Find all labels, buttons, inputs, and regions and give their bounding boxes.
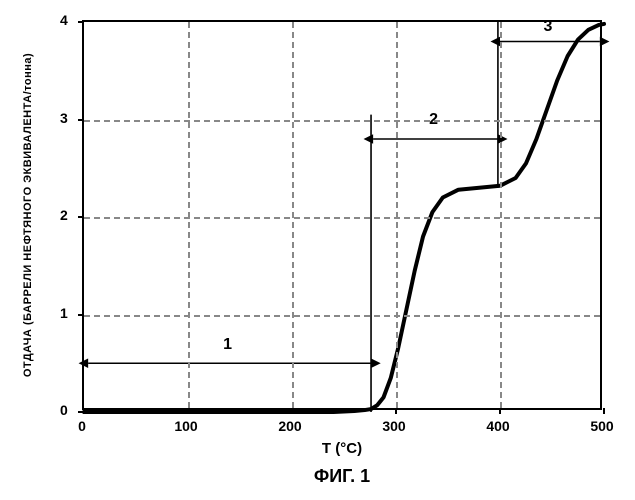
x-tick-label: 0 [78, 418, 86, 434]
x-tick-label: 400 [486, 418, 509, 434]
y-axis-label: ОТДАЧА (БАРРЕЛИ НЕФТЯНОГО ЭКВИВАЛЕНТА/то… [22, 53, 34, 377]
y-tick-mark [78, 119, 84, 121]
gridline-vertical [292, 22, 294, 408]
gridline-vertical [396, 22, 398, 408]
x-axis-label: T (°C) [322, 440, 362, 457]
figure-caption: ФИГ. 1 [314, 466, 370, 487]
gridline-vertical [188, 22, 190, 408]
y-tick-mark [78, 411, 84, 413]
region-label: 1 [223, 336, 232, 354]
x-tick-mark [499, 408, 501, 414]
x-tick-mark [395, 408, 397, 414]
y-tick-mark [78, 216, 84, 218]
y-tick-label: 2 [60, 207, 68, 223]
x-tick-label: 100 [174, 418, 197, 434]
y-tick-label: 0 [60, 402, 68, 418]
gridline-vertical [500, 22, 502, 408]
y-tick-mark [78, 314, 84, 316]
plot-area [82, 20, 602, 410]
x-tick-label: 200 [278, 418, 301, 434]
y-tick-label: 4 [60, 12, 68, 28]
y-tick-label: 3 [60, 110, 68, 126]
x-tick-label: 500 [590, 418, 613, 434]
gridline-horizontal [84, 120, 600, 122]
figure-root: T (°C) ОТДАЧА (БАРРЕЛИ НЕФТЯНОГО ЭКВИВАЛ… [0, 0, 635, 500]
region-label: 3 [543, 18, 552, 36]
region-label: 2 [429, 111, 438, 129]
x-tick-mark [291, 408, 293, 414]
x-tick-mark [187, 408, 189, 414]
y-tick-label: 1 [60, 305, 68, 321]
y-tick-mark [78, 21, 84, 23]
gridline-horizontal [84, 315, 600, 317]
x-tick-label: 300 [382, 418, 405, 434]
gridline-horizontal [84, 217, 600, 219]
x-tick-mark [603, 408, 605, 414]
